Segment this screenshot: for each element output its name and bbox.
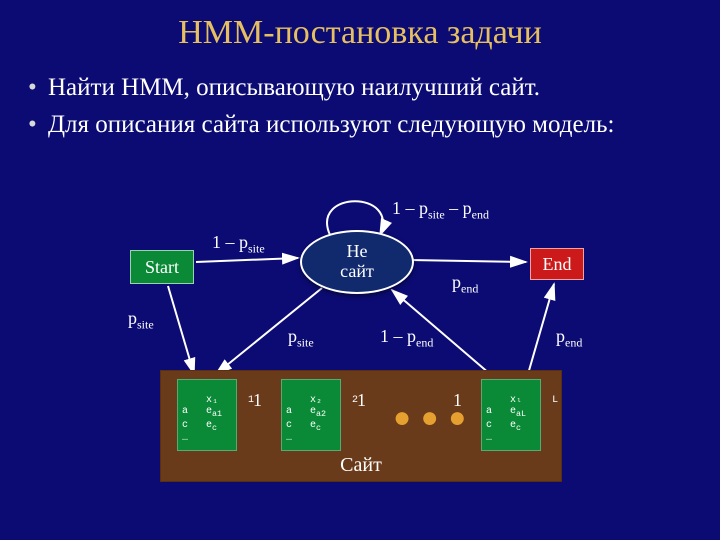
site-state-L: xₗ L a eaL c ec …	[481, 379, 541, 451]
label-nonsite-to-site: psite	[288, 326, 314, 351]
label-site-to-end: pend	[556, 326, 582, 351]
nonsite-line2: сайт	[340, 261, 374, 281]
label-start-to-nonsite: 1 – psite	[212, 232, 265, 257]
label-chain-1: 1	[253, 390, 262, 411]
site-state-1: x₁ 1 a ea1 c ec …	[177, 379, 237, 451]
start-node: Start	[130, 250, 194, 284]
state-line: c e	[182, 420, 212, 431]
label-self-loop: 1 – psite – pend	[392, 198, 489, 223]
state-line: a e	[182, 406, 212, 417]
bullet-marker: •	[28, 72, 48, 103]
label-start-to-site: psite	[128, 308, 154, 333]
slide-title: HMM-постановка задачи	[0, 14, 720, 52]
site-state-2: x₂ 2 a ea2 c ec …	[281, 379, 341, 451]
state-line: …	[182, 433, 188, 444]
state-header: xₗ	[510, 395, 522, 406]
state-header: x₁	[206, 395, 218, 406]
state-line: a e	[286, 406, 316, 417]
state-line: …	[486, 433, 492, 444]
nonsite-node: Не сайт	[300, 230, 414, 294]
state-line: c e	[286, 420, 316, 431]
state-line: c e	[486, 420, 516, 431]
site-label: Сайт	[161, 454, 561, 477]
bullet-item: • Найти HMM, описывающую наилучший сайт.	[28, 72, 692, 103]
label-site-to-nonsite: 1 – pend	[380, 326, 433, 351]
state-line: …	[286, 433, 292, 444]
nonsite-line1: Не	[346, 241, 367, 261]
bullet-marker: •	[28, 109, 48, 140]
label-nonsite-to-end: pend	[452, 272, 478, 297]
label-chain-3: 1	[453, 390, 462, 411]
label-chain-2: 1	[357, 390, 366, 411]
bullet-text: Для описания сайта используют следующую …	[48, 109, 614, 140]
state-line: a e	[486, 406, 516, 417]
bullet-list: • Найти HMM, описывающую наилучший сайт.…	[28, 72, 692, 147]
bullet-text: Найти HMM, описывающую наилучший сайт.	[48, 72, 540, 103]
bullet-item: • Для описания сайта используют следующу…	[28, 109, 692, 140]
state-superscript: L	[552, 395, 558, 406]
end-node: End	[530, 248, 584, 280]
site-area: x₁ 1 a ea1 c ec … x₂ 2 a ea2 c ec … ● ● …	[160, 370, 562, 482]
state-header: x₂	[310, 395, 322, 406]
